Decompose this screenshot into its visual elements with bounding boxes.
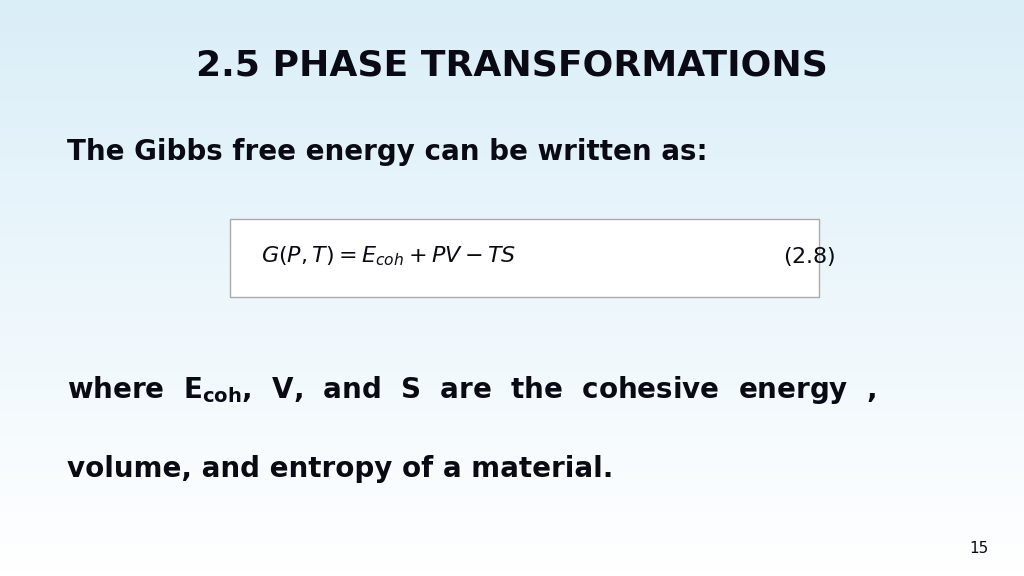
Text: 15: 15 <box>969 541 988 556</box>
Text: volume, and entropy of a material.: volume, and entropy of a material. <box>67 455 613 483</box>
Text: $(2. 8)$: $(2. 8)$ <box>783 245 836 268</box>
Text: $G(P ,T) = E_{coh}  + PV - TS$: $G(P ,T) = E_{coh} + PV - TS$ <box>261 245 516 268</box>
Text: 2.5 PHASE TRANSFORMATIONS: 2.5 PHASE TRANSFORMATIONS <box>196 49 828 83</box>
Text: where  $\mathbf{E_{coh}}$,  V,  and  S  are  the  cohesive  energy  ,: where $\mathbf{E_{coh}}$, V, and S are t… <box>67 374 876 407</box>
FancyBboxPatch shape <box>230 219 819 297</box>
Text: The Gibbs free energy can be written as:: The Gibbs free energy can be written as: <box>67 138 708 166</box>
